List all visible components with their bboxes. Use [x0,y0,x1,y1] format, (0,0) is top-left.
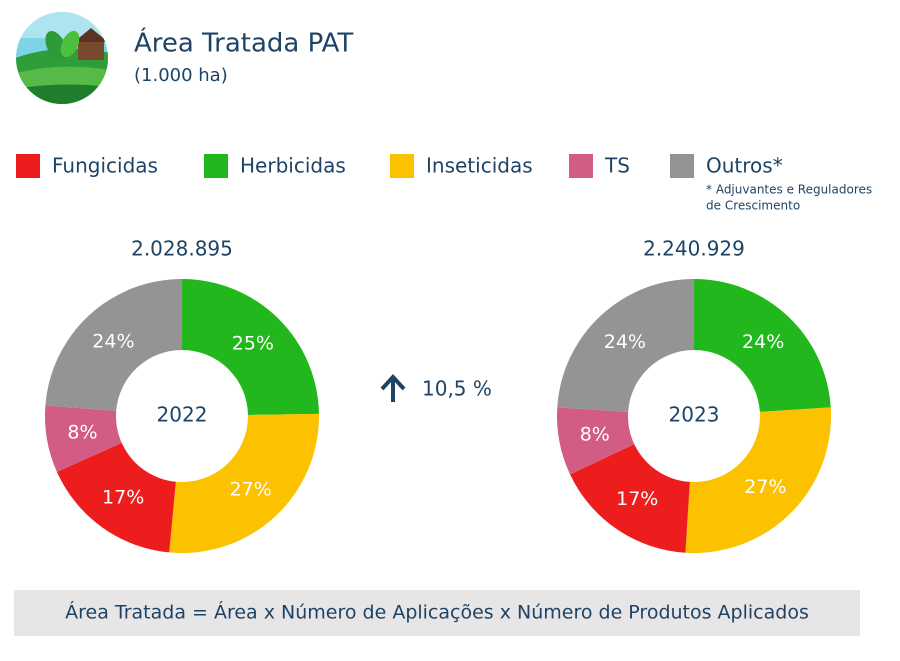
formula-box [14,590,860,636]
slice-label: 24% [742,331,784,353]
legend-swatch [569,154,593,178]
slice-label: 24% [604,331,646,353]
legend-swatch [390,154,414,178]
slice-label: 27% [229,479,271,501]
up-arrow [380,374,406,402]
slice-label: 24% [92,330,134,352]
slice [557,279,694,412]
slice [685,407,831,553]
slice-label: 8% [67,422,97,444]
change: 10,5 % [422,377,492,401]
legend-label: Outros* [706,154,783,178]
legend-swatch [670,154,694,178]
slice-label: 17% [102,487,144,509]
legend-swatch [16,154,40,178]
slice [169,413,319,553]
slice [56,442,176,553]
slice [570,444,690,553]
legend-label: Inseticidas [426,154,533,178]
slice-label: 17% [616,488,658,510]
center-label: 2022 [157,403,208,427]
slice [45,279,183,411]
legend-label: Fungicidas [52,154,158,178]
slice [694,279,831,412]
legend-note: * Adjuvantes e Reguladores [706,183,872,197]
title: Área Tratada PAT [134,27,353,59]
legend-swatch [204,154,228,178]
slice-label: 27% [744,476,786,498]
formula: Área Tratada = Área x Número de Aplicaçõ… [65,601,809,624]
slice [556,407,635,475]
slice [45,405,122,472]
chart-title: 2.240.929 [643,237,745,261]
subtitle: (1.000 ha) [134,65,228,86]
slice-label: 8% [580,423,610,445]
slice-label: 25% [232,333,274,355]
chart-title: 2.028.895 [131,237,233,261]
legend-label: TS [604,154,630,178]
center-label: 2023 [669,403,720,427]
logo [16,12,108,104]
slice [182,279,319,415]
legend-note: de Crescimento [706,199,800,213]
legend: Fungicidas Herbicidas Inseticidas TS Outros* [16,154,783,178]
legend-label: Herbicidas [240,154,346,178]
